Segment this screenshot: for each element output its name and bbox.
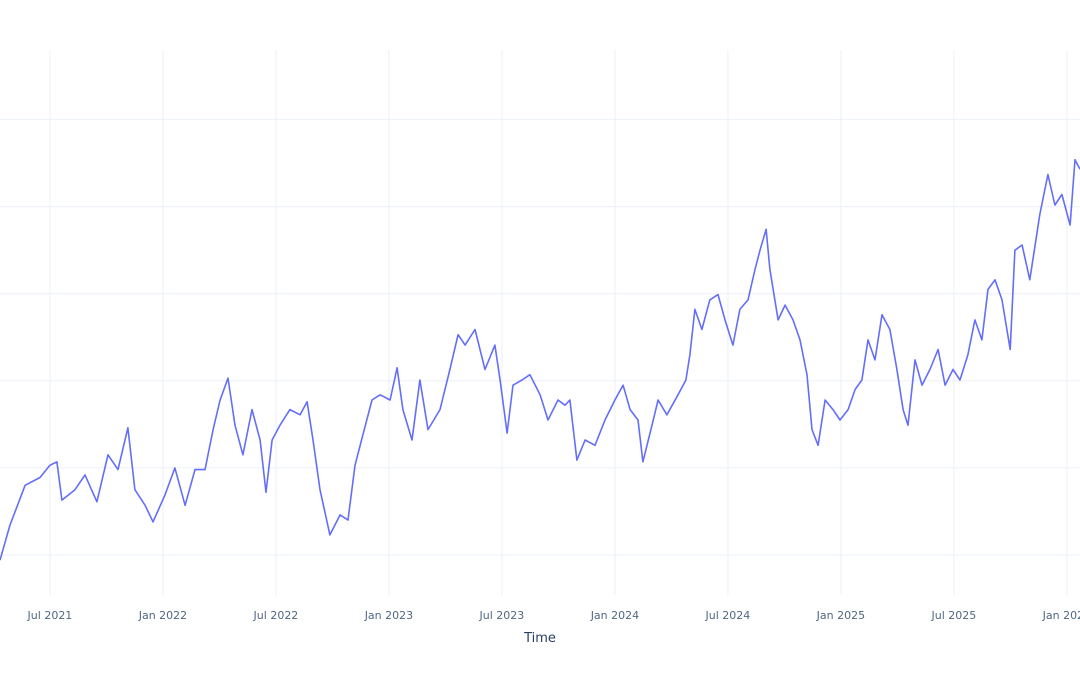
x-tick-label: Jul 2025	[931, 609, 977, 622]
x-tick-label: Jul 2024	[705, 609, 751, 622]
gridlines	[0, 50, 1080, 595]
x-axis-ticks: Jul 2021 Jan 2022 Jul 2022 Jan 2023 Jul 2023…	[27, 609, 1080, 622]
x-tick-label: Jul 2022	[253, 609, 299, 622]
x-tick-label: Jan 2023	[364, 609, 413, 622]
x-tick-label: Jan 2022	[138, 609, 187, 622]
x-tick-label: Jan 2026	[1042, 609, 1080, 622]
series-line-value	[0, 158, 1080, 561]
series-layer	[0, 158, 1080, 561]
x-tick-label: Jul 2021	[27, 609, 73, 622]
x-tick-label: Jan 2025	[816, 609, 865, 622]
x-tick-label: Jan 2024	[590, 609, 639, 622]
x-axis-title: Time	[523, 631, 556, 646]
x-tick-label: Jul 2023	[479, 609, 525, 622]
